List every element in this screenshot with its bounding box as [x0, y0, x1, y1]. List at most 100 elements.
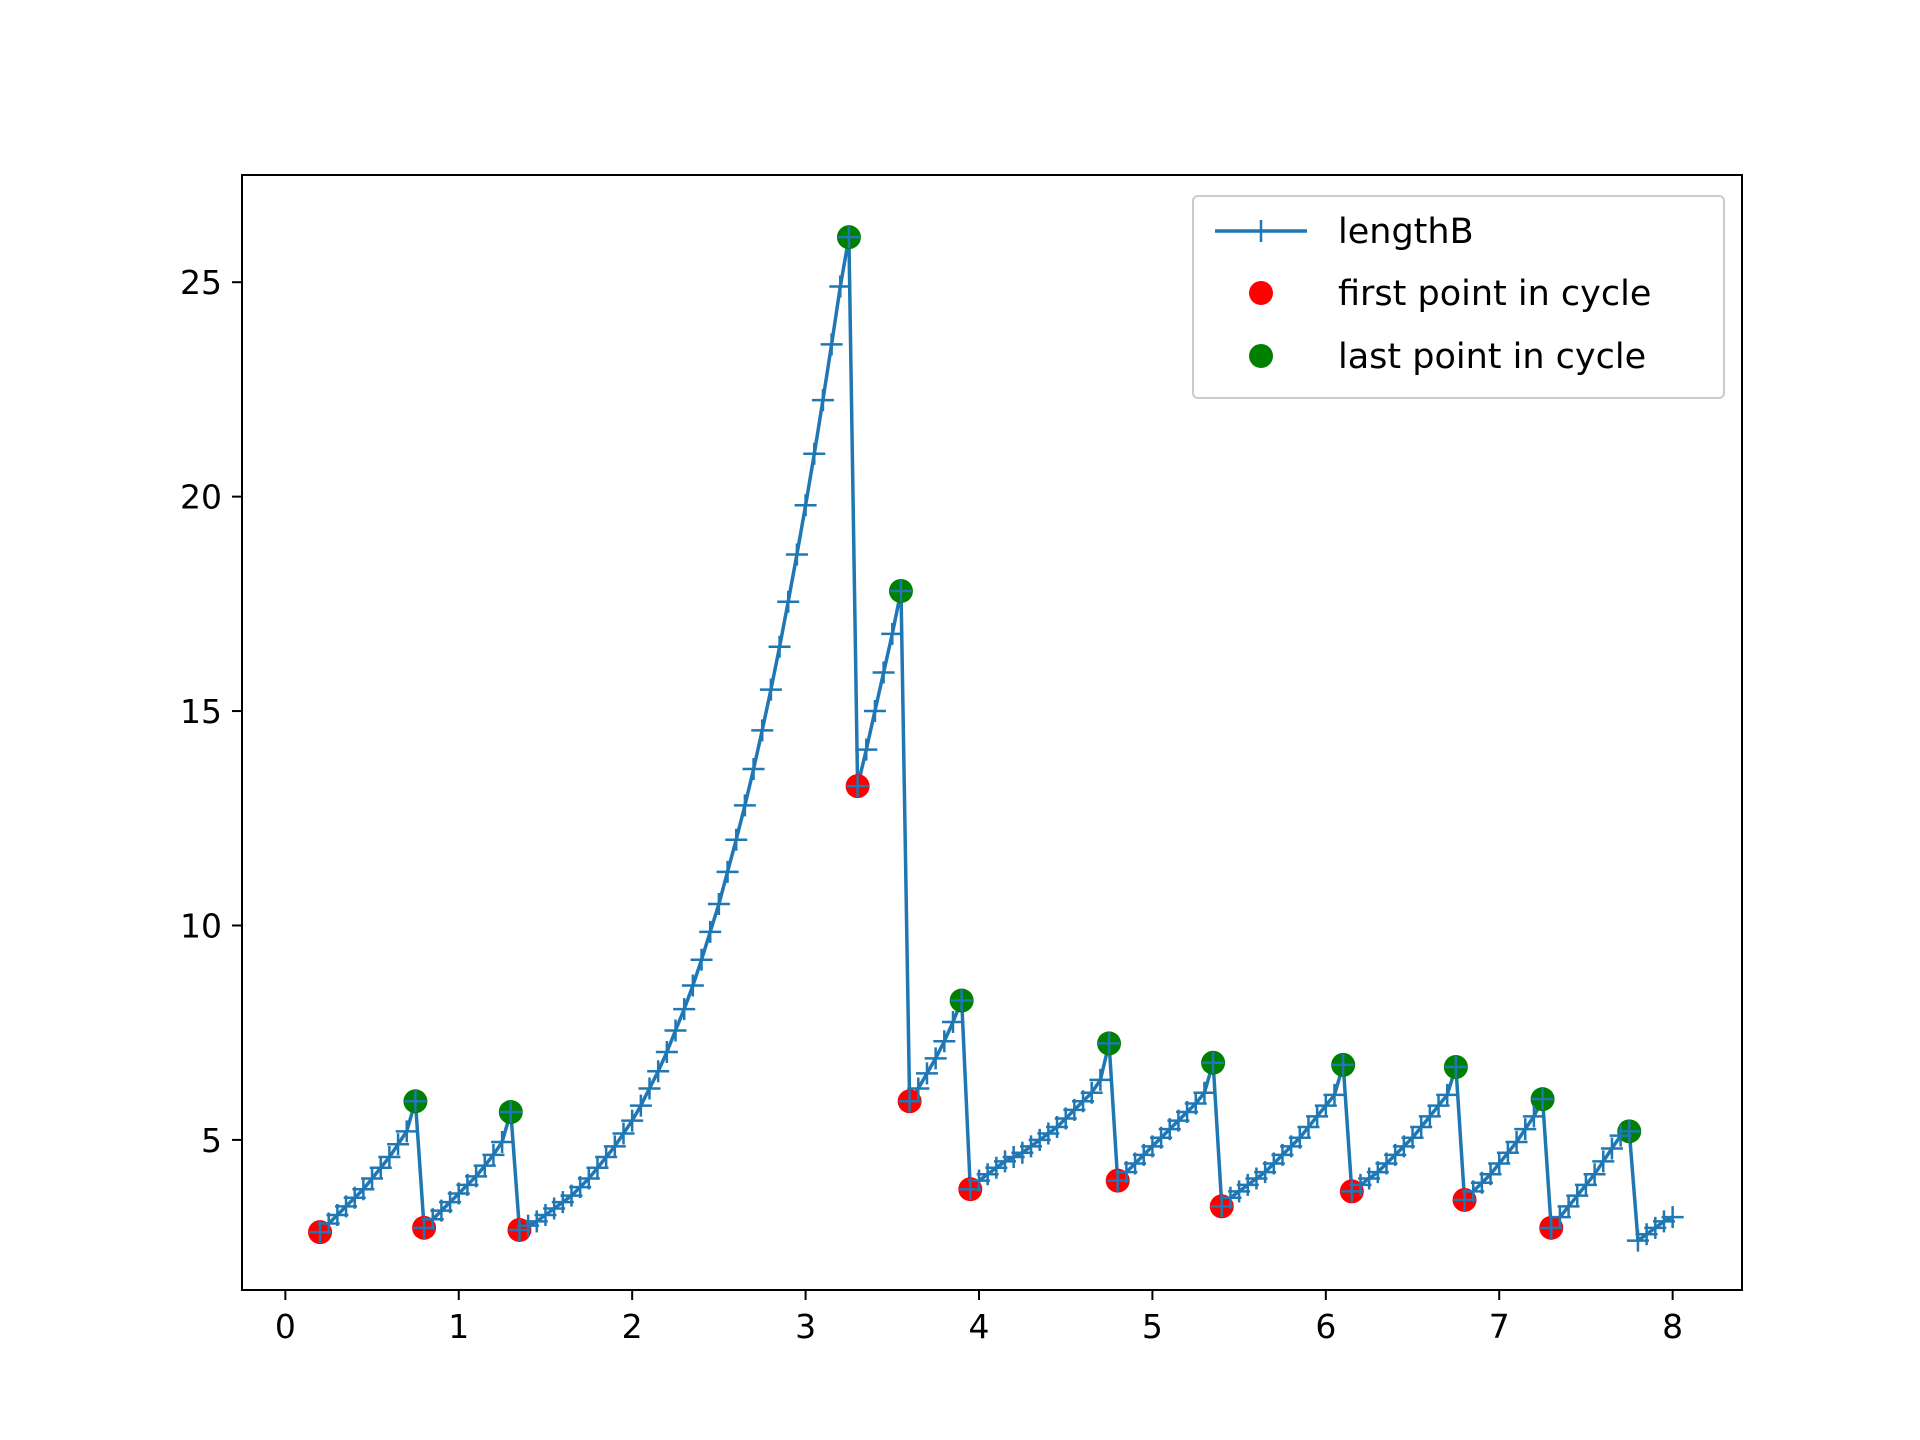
lengthB-point — [1514, 1118, 1537, 1141]
lengthB-point — [716, 860, 739, 883]
lengthB-point — [1193, 1081, 1216, 1104]
axes-frame — [241, 174, 1743, 1291]
lengthB-point — [361, 1167, 384, 1190]
x-tick-label: 2 — [622, 1307, 643, 1346]
lengthB-point — [742, 757, 765, 780]
lengthB-point — [837, 226, 860, 249]
lengthB-point — [863, 700, 886, 723]
lengthB-point — [1444, 1056, 1467, 1078]
lengthB-point — [1479, 1163, 1502, 1186]
lengthB-point — [1548, 1206, 1571, 1229]
lengthB-point — [872, 661, 895, 684]
y-tick-label: 5 — [201, 1121, 222, 1160]
lengthB-point — [586, 1156, 609, 1179]
x-tick-label: 4 — [968, 1307, 989, 1346]
lengthB-point — [508, 1218, 531, 1241]
lengthB-point — [664, 1019, 687, 1042]
lengthB-point — [1652, 1210, 1675, 1233]
lengthB-point — [1314, 1094, 1337, 1117]
lengthB-point — [1323, 1083, 1346, 1106]
lengthB-point — [785, 543, 808, 566]
lengthB-point — [811, 389, 834, 412]
lengthB-point — [1496, 1141, 1519, 1164]
lengthB-point — [395, 1120, 418, 1143]
lengthB-point — [777, 590, 800, 613]
lengthB-point — [1566, 1184, 1589, 1207]
lengthB-point — [1436, 1083, 1459, 1106]
lengthB-point — [924, 1047, 947, 1070]
lengthB-point — [907, 1077, 930, 1100]
lengthB-point — [1410, 1116, 1433, 1139]
lengthB-point — [1522, 1105, 1545, 1128]
y-tick-label: 10 — [180, 906, 222, 945]
lengthB-point — [1600, 1137, 1623, 1160]
lengthB-point — [751, 719, 774, 742]
lengthB-point — [1002, 1146, 1025, 1169]
lengthB-point — [1306, 1105, 1329, 1128]
lengthB-point — [889, 579, 912, 602]
lengthB-point — [1080, 1081, 1103, 1104]
x-tick-label: 7 — [1489, 1307, 1510, 1346]
legend-box — [1192, 195, 1725, 399]
lengthB-point — [482, 1143, 505, 1166]
lengthB-point — [1609, 1124, 1632, 1147]
lengthB-point — [1418, 1105, 1441, 1128]
lengthB-point — [1288, 1126, 1311, 1149]
lengthB-point — [707, 893, 730, 916]
lengthB-point — [577, 1167, 600, 1190]
lengthB-point — [369, 1156, 392, 1179]
y-tick-label: 25 — [180, 263, 222, 302]
x-tick-label: 8 — [1662, 1307, 1683, 1346]
legend-dot-swatch — [1249, 281, 1273, 305]
lengthB-point — [404, 1090, 427, 1113]
lengthB-point — [638, 1077, 661, 1100]
lengthB-point — [603, 1135, 626, 1158]
lengthB-point — [950, 989, 973, 1012]
lengthB-point — [517, 1214, 540, 1237]
lengthB-point — [1297, 1116, 1320, 1139]
lengthB-point — [855, 738, 878, 761]
lengthB-point — [1505, 1131, 1528, 1154]
lengthB-point — [733, 794, 756, 817]
lengthB-point — [803, 442, 826, 465]
lengthB-point — [378, 1146, 401, 1169]
lengthB-point — [1184, 1092, 1207, 1115]
x-tick-label: 5 — [1142, 1307, 1163, 1346]
lengthB-point — [699, 920, 722, 943]
lengthB-point — [1583, 1163, 1606, 1186]
lengthB-point — [1540, 1216, 1563, 1239]
lengthB-point — [465, 1165, 488, 1188]
lengthB-point — [941, 1010, 964, 1033]
lengthB-point — [1618, 1120, 1641, 1143]
lengthB-point — [499, 1101, 522, 1124]
x-tick-label: 1 — [448, 1307, 469, 1346]
lengthB-point — [1427, 1094, 1450, 1117]
lengthB-point — [1089, 1068, 1112, 1091]
x-tick-label: 0 — [275, 1307, 296, 1346]
lengthB-point — [1661, 1206, 1684, 1229]
lengthB-point — [846, 775, 869, 798]
legend-dot-swatch — [1249, 344, 1273, 368]
lengthB-point — [1202, 1051, 1225, 1074]
lengthB-point — [352, 1178, 375, 1201]
lengthB-point — [1401, 1126, 1424, 1149]
lengthB-point — [1531, 1088, 1554, 1111]
lengthB-point — [647, 1060, 670, 1083]
lengthB-point — [595, 1146, 618, 1169]
lengthB-point — [473, 1154, 496, 1177]
lengthB-point — [387, 1133, 410, 1156]
x-tick-label: 3 — [795, 1307, 816, 1346]
lengthB-point — [915, 1062, 938, 1085]
legend-plus-marker — [1250, 220, 1272, 242]
lengthB-point — [673, 998, 696, 1021]
lengthB-point — [759, 678, 782, 701]
y-tick-label: 20 — [180, 478, 222, 517]
lengthB-point — [820, 333, 843, 356]
lengthB-point — [1332, 1053, 1355, 1076]
lengthB-point — [933, 1030, 956, 1053]
lengthB-point — [1488, 1152, 1511, 1175]
lengthB-point — [794, 494, 817, 517]
plot-area — [308, 225, 1684, 1252]
legend-label: lengthB — [1338, 212, 1474, 252]
